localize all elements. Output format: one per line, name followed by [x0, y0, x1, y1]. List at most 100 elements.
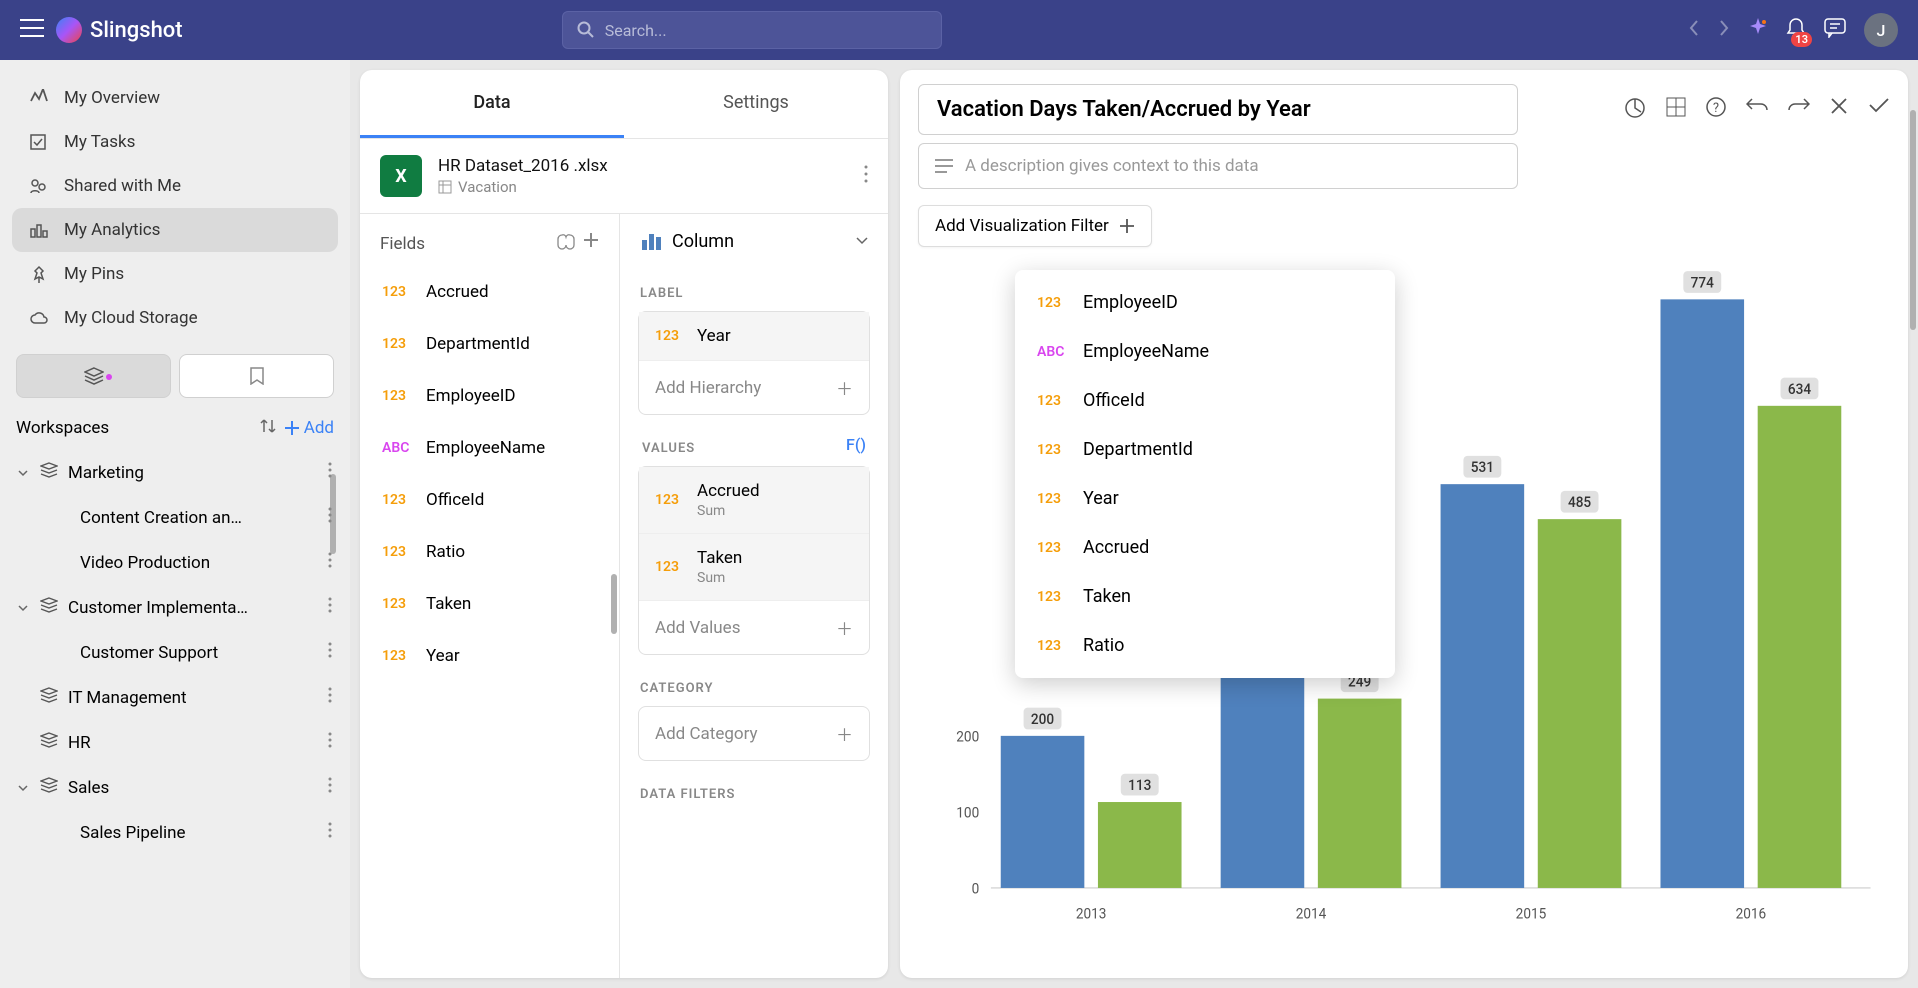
- nav-item-overview[interactable]: My Overview: [12, 76, 338, 120]
- sort-icon[interactable]: [260, 418, 276, 438]
- workspace-menu-icon[interactable]: [328, 732, 332, 753]
- dropdown-item[interactable]: 123Year: [1015, 474, 1395, 523]
- workspace-subitem[interactable]: Sales Pipeline: [12, 810, 338, 855]
- add-hierarchy-row[interactable]: Add Hierarchy ＋: [639, 361, 869, 414]
- view-workspaces-button[interactable]: [16, 354, 171, 398]
- nav-item-tasks[interactable]: My Tasks: [12, 120, 338, 164]
- field-row[interactable]: ABCEmployeeName: [360, 422, 619, 474]
- add-category-row[interactable]: Add Category ＋: [639, 707, 869, 760]
- label-field-row[interactable]: 123 Year: [639, 312, 869, 361]
- chat-icon[interactable]: [1824, 18, 1846, 42]
- stack-icon: [40, 732, 60, 753]
- fx-button[interactable]: F(): [846, 435, 866, 454]
- search-input[interactable]: [605, 21, 927, 40]
- overview-icon: [28, 89, 50, 107]
- view-bookmarks-button[interactable]: [179, 354, 334, 398]
- workspace-item[interactable]: IT Management: [12, 675, 338, 720]
- file-menu-icon[interactable]: [864, 165, 868, 187]
- visualization-panel: ? A description gives context to this da…: [900, 70, 1908, 978]
- workspace-menu-icon[interactable]: [328, 642, 332, 663]
- dropdown-item[interactable]: ABCEmployeeName: [1015, 327, 1395, 376]
- viz-type-label[interactable]: Column: [672, 231, 846, 252]
- svg-text:2013: 2013: [1076, 905, 1107, 923]
- svg-text:2016: 2016: [1736, 905, 1767, 923]
- logo-icon: [56, 17, 82, 43]
- search-icon: [577, 21, 595, 39]
- nav-back-icon[interactable]: [1688, 19, 1700, 41]
- shared-icon: [28, 177, 50, 195]
- search-box[interactable]: [562, 11, 942, 49]
- scrollbar[interactable]: [1910, 110, 1916, 330]
- help-icon[interactable]: ?: [1706, 97, 1726, 123]
- scrollbar[interactable]: [611, 574, 617, 634]
- field-row[interactable]: 123Ratio: [360, 526, 619, 578]
- redo-icon[interactable]: [1788, 97, 1810, 123]
- close-icon[interactable]: [1830, 97, 1848, 123]
- add-values-row[interactable]: Add Values＋: [639, 601, 869, 654]
- confirm-icon[interactable]: [1868, 97, 1890, 123]
- workspace-item[interactable]: Sales: [12, 765, 338, 810]
- notification-badge: 13: [1791, 32, 1812, 47]
- add-workspace-button[interactable]: Add: [284, 418, 334, 438]
- stack-icon: [40, 777, 60, 798]
- viz-title-input[interactable]: [918, 84, 1518, 135]
- workspace-menu-icon[interactable]: [328, 552, 332, 573]
- chart-style-icon[interactable]: [1624, 97, 1646, 123]
- workspace-item[interactable]: Marketing: [12, 450, 338, 495]
- dropdown-item[interactable]: 123Taken: [1015, 572, 1395, 621]
- sparkle-icon[interactable]: [1748, 18, 1768, 42]
- field-row[interactable]: 123Year: [360, 630, 619, 682]
- nav-item-cloud[interactable]: My Cloud Storage: [12, 296, 338, 340]
- menu-icon[interactable]: [20, 18, 44, 42]
- plus-icon: [1119, 218, 1135, 234]
- workspace-subitem[interactable]: Content Creation an…: [12, 495, 338, 540]
- workspace-subitem[interactable]: Customer Support: [12, 630, 338, 675]
- notifications-icon[interactable]: 13: [1786, 17, 1806, 43]
- undo-icon[interactable]: [1746, 97, 1768, 123]
- nav-item-shared[interactable]: Shared with Me: [12, 164, 338, 208]
- section-category-title: CATEGORY: [620, 663, 888, 706]
- add-field-icon[interactable]: [583, 232, 599, 256]
- dropdown-item[interactable]: 123DepartmentId: [1015, 425, 1395, 474]
- workspace-subitem[interactable]: Video Production: [12, 540, 338, 585]
- workspace-menu-icon[interactable]: [328, 687, 332, 708]
- field-row[interactable]: 123OfficeId: [360, 474, 619, 526]
- grid-icon[interactable]: [1666, 97, 1686, 123]
- filter-field-dropdown: 123EmployeeIDABCEmployeeName123OfficeId1…: [1015, 270, 1395, 678]
- tab-data[interactable]: Data: [360, 70, 624, 138]
- chevron-icon: [18, 463, 32, 483]
- tasks-icon: [28, 133, 50, 151]
- svg-text:774: 774: [1691, 274, 1714, 292]
- workspace-menu-icon[interactable]: [328, 777, 332, 798]
- sheet-name: Vacation: [438, 178, 848, 196]
- dropdown-item[interactable]: 123OfficeId: [1015, 376, 1395, 425]
- field-row[interactable]: 123DepartmentId: [360, 318, 619, 370]
- nav-item-pins[interactable]: My Pins: [12, 252, 338, 296]
- brain-icon[interactable]: [555, 232, 575, 256]
- avatar[interactable]: J: [1864, 13, 1898, 47]
- value-field-row[interactable]: 123TakenSum: [639, 534, 869, 601]
- svg-text:2014: 2014: [1296, 905, 1327, 923]
- nav-forward-icon[interactable]: [1718, 19, 1730, 41]
- workspace-item[interactable]: HR: [12, 720, 338, 765]
- svg-text:531: 531: [1471, 459, 1494, 477]
- add-filter-button[interactable]: Add Visualization Filter: [918, 205, 1152, 247]
- workspace-menu-icon[interactable]: [328, 507, 332, 528]
- workspace-menu-icon[interactable]: [328, 597, 332, 618]
- logo[interactable]: Slingshot: [56, 17, 183, 43]
- data-panel: Data Settings X HR Dataset_2016 .xlsx Va…: [360, 70, 888, 978]
- svg-text:200: 200: [956, 728, 979, 746]
- field-row[interactable]: 123Taken: [360, 578, 619, 630]
- workspace-menu-icon[interactable]: [328, 462, 332, 483]
- dropdown-item[interactable]: 123Ratio: [1015, 621, 1395, 670]
- nav-item-analytics[interactable]: My Analytics: [12, 208, 338, 252]
- workspace-menu-icon[interactable]: [328, 822, 332, 843]
- field-row[interactable]: 123EmployeeID: [360, 370, 619, 422]
- value-field-row[interactable]: 123AccruedSum: [639, 467, 869, 534]
- dropdown-item[interactable]: 123EmployeeID: [1015, 278, 1395, 327]
- field-row[interactable]: 123Accrued: [360, 266, 619, 318]
- workspace-item[interactable]: Customer Implementa…: [12, 585, 338, 630]
- dropdown-item[interactable]: 123Accrued: [1015, 523, 1395, 572]
- viz-description-input[interactable]: A description gives context to this data: [918, 143, 1518, 189]
- tab-settings[interactable]: Settings: [624, 70, 888, 138]
